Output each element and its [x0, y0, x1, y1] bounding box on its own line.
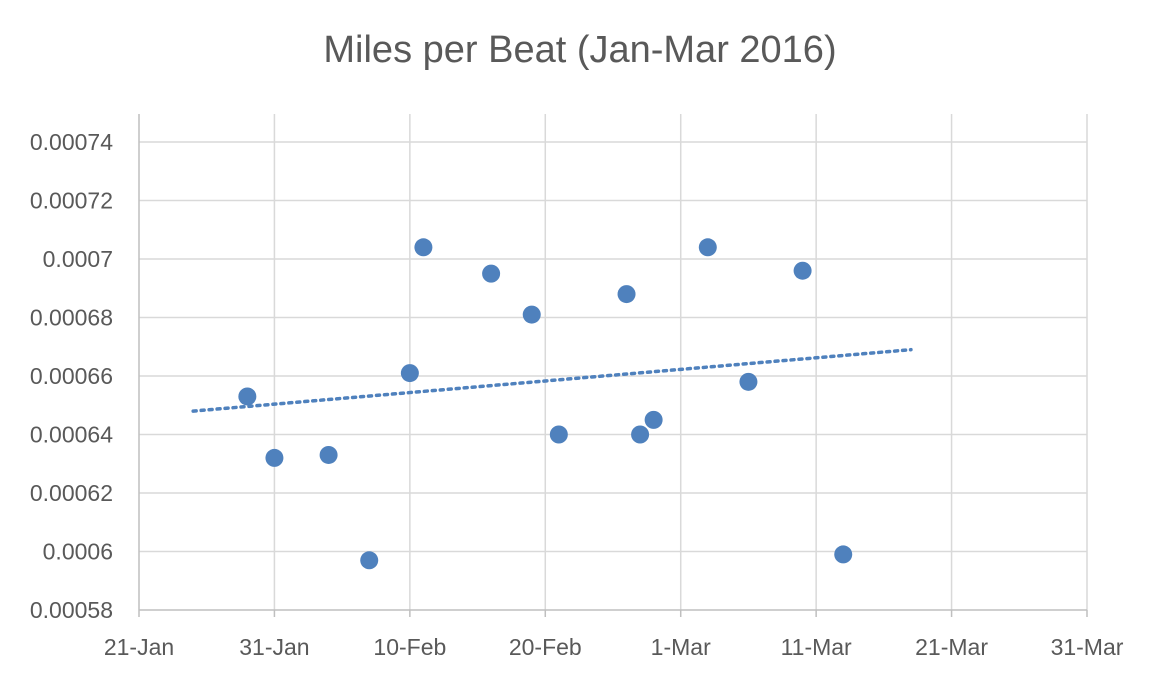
- chart-title: Miles per Beat (Jan-Mar 2016): [323, 29, 836, 71]
- y-tick-label: 0.00074: [30, 129, 113, 155]
- data-point: [265, 448, 284, 467]
- x-tick-label: 11-Mar: [781, 634, 852, 660]
- x-tick-label: 31-Jan: [239, 634, 309, 660]
- linear-trendline: [191, 347, 913, 413]
- x-tick-label: 31-Mar: [1051, 634, 1124, 660]
- x-axis-tick-labels: 21-Jan 31-Jan 10-Feb 20-Feb 1-Mar 11-Mar 21-Ma…: [104, 634, 1124, 660]
- data-point: [549, 425, 568, 444]
- y-tick-label: 0.0006: [43, 539, 113, 565]
- y-tick-label: 0.00068: [30, 305, 113, 331]
- y-axis-tick-labels: 0.00058 0.0006 0.00062 0.00064 0.00066 0.0006…: [30, 129, 113, 623]
- data-point: [617, 285, 636, 304]
- x-tick-label: 20-Feb: [509, 634, 582, 660]
- data-point: [238, 387, 257, 406]
- axes: [138, 114, 1088, 617]
- x-tick-label: 1-Mar: [651, 634, 711, 660]
- x-tick-label: 10-Feb: [373, 634, 446, 660]
- y-tick-label: 0.00058: [30, 597, 113, 623]
- y-tick-label: 0.00064: [30, 422, 113, 448]
- data-point: [739, 372, 758, 391]
- y-tick-label: 0.0007: [43, 246, 113, 272]
- data-point: [644, 410, 663, 429]
- data-points: [238, 238, 853, 570]
- data-point: [400, 364, 419, 383]
- data-point: [360, 551, 379, 570]
- data-point: [522, 305, 541, 324]
- data-point: [698, 238, 717, 257]
- y-tick-label: 0.00066: [30, 363, 113, 389]
- gridlines: [139, 114, 1088, 610]
- data-point: [319, 445, 338, 464]
- data-point: [414, 238, 433, 257]
- data-point: [834, 545, 853, 564]
- data-point: [631, 425, 650, 444]
- y-tick-label: 0.00062: [30, 480, 113, 506]
- x-tick-label: 21-Jan: [104, 634, 174, 660]
- trendline-layer: [191, 347, 913, 413]
- y-tick-label: 0.00072: [30, 188, 113, 214]
- data-point: [482, 264, 501, 283]
- x-tick-label: 21-Mar: [915, 634, 988, 660]
- data-point: [793, 261, 812, 280]
